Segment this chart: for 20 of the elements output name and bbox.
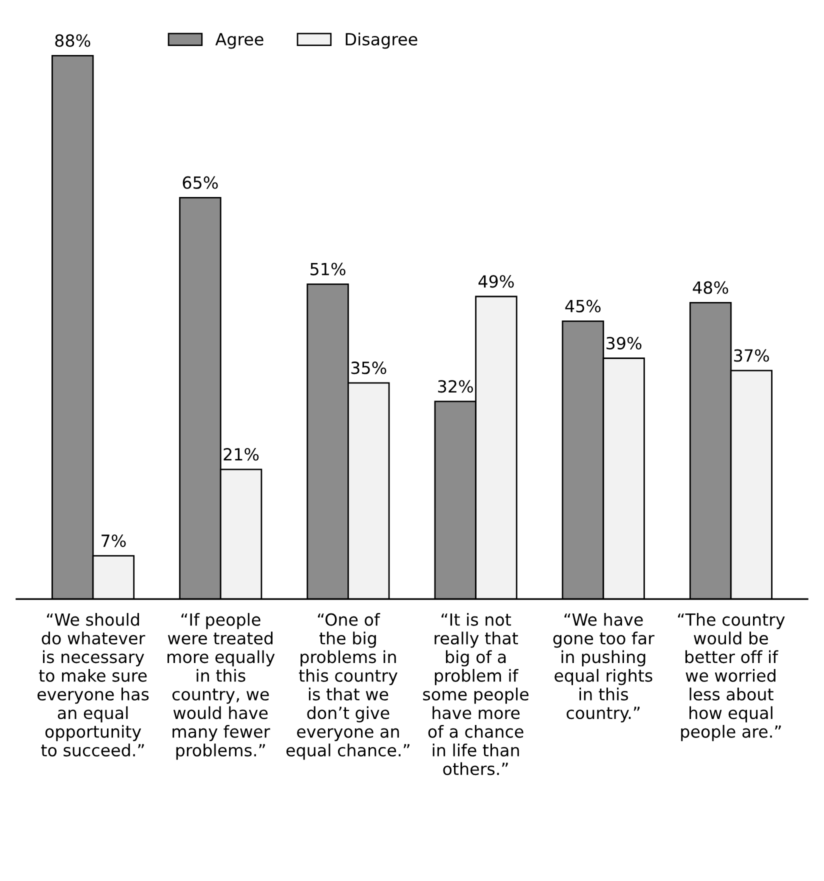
data-label: 35% [351, 362, 386, 374]
x-tick-label: “The country would be better off if we worried less about how equal people are.” [678, 612, 785, 742]
data-label: 45% [565, 300, 601, 312]
data-label: 37% [734, 349, 769, 362]
data-label: 32% [438, 380, 473, 393]
legend-label: Disagree [346, 32, 418, 49]
category-label: “It is not really that big of a problem if some people have more of a chance in life than others.” [423, 612, 528, 776]
x-tick-label: “One of the big problems in this country is that we don’t give everyone an equal chance.” [286, 612, 410, 760]
data-label: 7% [102, 534, 126, 548]
data-label: 51% [310, 262, 346, 276]
data-label: 65% [182, 176, 218, 189]
x-tick-label: “We should do whatever is necessary to make sure everyone has an equal opportunity to succeed.” [38, 612, 149, 757]
x-tick-label: “If people were treated more equally in this country, we would have many fewer problems.” [168, 612, 275, 760]
legend-label: Agree [215, 33, 264, 49]
data-label: 39% [606, 336, 642, 350]
data-label: 88% [55, 34, 90, 47]
x-tick-label: “We have gone too far in pushing equal rights in this country.” [553, 612, 654, 722]
data-label: 21% [224, 448, 259, 461]
data-label: 49% [478, 275, 514, 288]
data-label: 48% [692, 281, 728, 294]
